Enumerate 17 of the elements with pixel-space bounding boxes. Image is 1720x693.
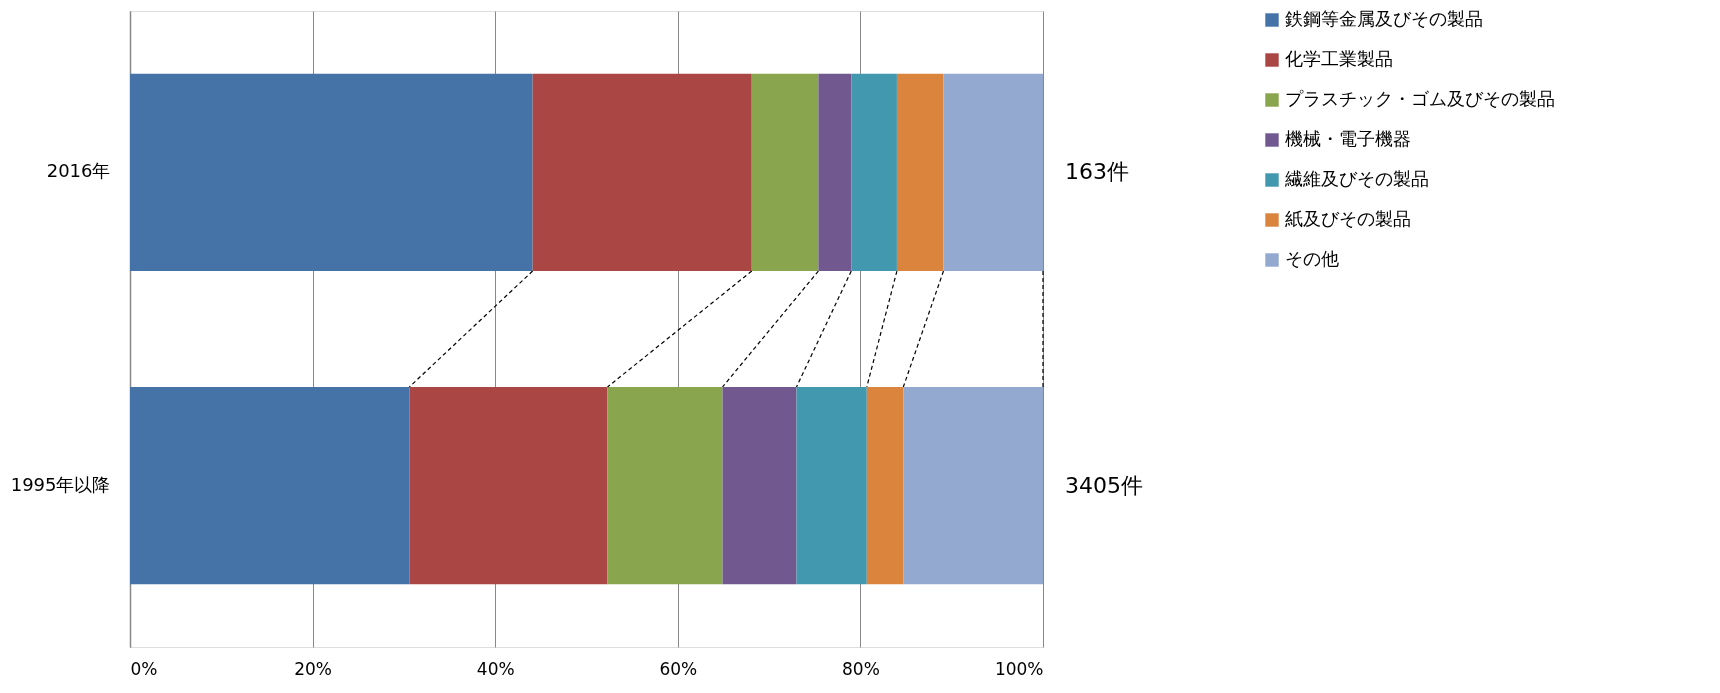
x-tick-label: 0% bbox=[130, 658, 158, 679]
legend-label: 化学工業製品 bbox=[1285, 48, 1393, 69]
x-tick-label: 80% bbox=[842, 658, 880, 679]
annotation: 3405件 bbox=[1065, 472, 1143, 498]
x-tick-label: 40% bbox=[476, 658, 515, 679]
y-tick-label: 1995年以降 bbox=[10, 473, 111, 495]
legend-label: プラスチック・ゴム及びその製品 bbox=[1285, 88, 1555, 109]
x-tick-label: 60% bbox=[659, 658, 698, 679]
legend-label: その他 bbox=[1285, 248, 1339, 269]
legend-label: 紙及びその製品 bbox=[1285, 208, 1411, 229]
y-tick-label: 2016年 bbox=[46, 160, 111, 182]
legend-label: 鉄鋼等金属及びその製品 bbox=[1285, 8, 1483, 29]
x-tick-label: 100% bbox=[994, 658, 1044, 679]
annotation: 163件 bbox=[1065, 159, 1129, 185]
legend-label: 機械・電子機器 bbox=[1285, 128, 1411, 149]
legend-label: 繊維及びその製品 bbox=[1284, 168, 1429, 189]
x-tick-label: 20% bbox=[294, 658, 332, 679]
